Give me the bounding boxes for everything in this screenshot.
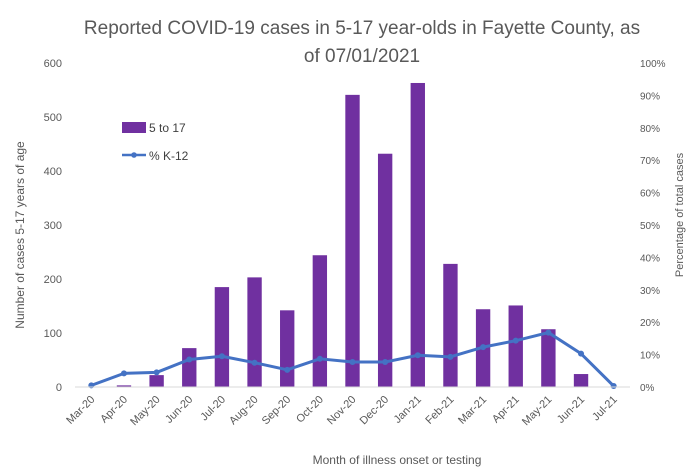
y2-axis-label: Percentage of total cases (674, 152, 686, 277)
y2-tick-label: 20% (640, 318, 660, 329)
bar (247, 277, 262, 387)
line-point (120, 370, 127, 377)
x-tick-label: Mar-21 (456, 394, 489, 427)
x-tick-label: Jun-21 (555, 394, 587, 426)
bar (149, 375, 164, 387)
bar-series (116, 82, 589, 388)
line-point (610, 383, 617, 390)
y-axis-ticks: 0 100 200 300 400 500 600 (44, 58, 62, 394)
x-tick-label: Jan-21 (392, 394, 424, 426)
line-point (512, 337, 519, 344)
bar (573, 374, 589, 387)
line-point (480, 344, 487, 351)
bar (410, 82, 425, 387)
line-point (578, 350, 585, 357)
legend-label-line: % K-12 (149, 149, 189, 163)
legend-swatch-bar (122, 122, 146, 133)
y-tick-label: 400 (44, 166, 62, 178)
x-tick-label: Jul-20 (198, 394, 228, 424)
y2-tick-label: 10% (640, 351, 660, 362)
legend-label-bar: 5 to 17 (149, 121, 186, 135)
y2-tick-label: 0% (640, 383, 655, 394)
y-tick-label: 500 (44, 112, 62, 124)
y-tick-label: 200 (44, 274, 62, 286)
chart-title-line1: Reported COVID-19 cases in 5-17 year-old… (84, 18, 640, 39)
y-tick-label: 600 (44, 58, 62, 70)
bar (443, 263, 458, 387)
legend-swatch-marker (131, 152, 137, 158)
y-axis-label: Number of cases 5-17 years of age (13, 141, 27, 329)
bar (280, 310, 295, 387)
bar (214, 287, 230, 387)
line-point (218, 353, 225, 360)
x-tick-label: Aug-20 (227, 394, 261, 428)
y2-tick-label: 80% (640, 124, 660, 135)
x-tick-label: Dec-20 (358, 394, 392, 428)
y2-tick-label: 40% (640, 253, 660, 264)
line-point (251, 359, 258, 366)
y-tick-label: 0 (56, 382, 62, 394)
line-point (316, 355, 323, 362)
y2-tick-label: 90% (640, 91, 660, 102)
x-tick-label: Jun-20 (163, 394, 195, 426)
line-point (382, 359, 389, 366)
x-tick-label: May-20 (128, 394, 162, 428)
bar (312, 255, 328, 387)
x-tick-label: Sep-20 (260, 394, 294, 428)
bar (182, 348, 197, 387)
x-tick-label: Apr-20 (98, 394, 130, 426)
line-point (186, 356, 193, 363)
x-tick-label: Feb-21 (423, 394, 456, 427)
y2-tick-label: 60% (640, 189, 660, 200)
line-point (349, 359, 356, 366)
line-point (153, 369, 160, 376)
chart-title-line2: of 07/01/2021 (304, 46, 420, 67)
bar (116, 385, 132, 387)
y-tick-label: 300 (44, 220, 62, 232)
y2-tick-label: 70% (640, 156, 660, 167)
x-axis-label: Month of illness onset or testing (313, 453, 482, 467)
bar (541, 329, 556, 387)
y2-axis-ticks: 0% 10% 20% 30% 40% 50% 60% 70% 80% 90% 100% (640, 59, 666, 394)
x-tick-label: Nov-20 (325, 394, 359, 428)
bar (345, 94, 360, 388)
y2-tick-label: 100% (640, 59, 666, 70)
legend: 5 to 17 % K-12 (122, 121, 189, 163)
x-tick-label: Apr-21 (490, 394, 522, 426)
x-tick-label: Jul-21 (590, 394, 620, 424)
x-tick-label: May-21 (520, 394, 554, 428)
y-tick-label: 100 (44, 328, 62, 340)
x-tick-label: Oct-20 (294, 394, 326, 426)
line-point (284, 366, 291, 373)
line-point (414, 352, 421, 359)
y2-tick-label: 30% (640, 286, 660, 297)
line-point (545, 329, 552, 336)
y2-tick-label: 50% (640, 221, 660, 232)
line-point (447, 353, 454, 360)
x-tick-label: Mar-20 (64, 394, 97, 427)
bar (508, 305, 523, 387)
bar (377, 153, 393, 387)
